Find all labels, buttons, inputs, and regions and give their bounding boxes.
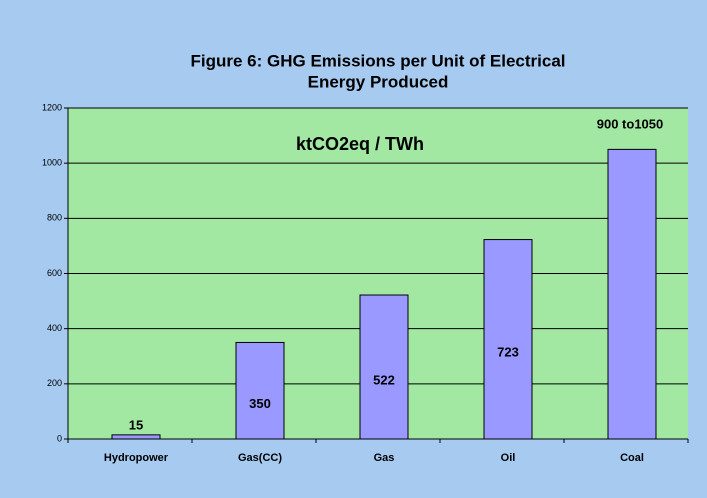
chart-title: Energy Produced bbox=[308, 72, 449, 91]
x-tick-label: Coal bbox=[620, 452, 644, 464]
annotation: ktCO2eq / TWh bbox=[296, 134, 424, 154]
chart-title: Figure 6: GHG Emissions per Unit of Elec… bbox=[190, 51, 565, 70]
value-label: 900 to1050 bbox=[597, 116, 664, 131]
bar bbox=[111, 434, 161, 440]
x-tick-label: Gas(CC) bbox=[238, 452, 282, 464]
y-tick-label: 1000 bbox=[42, 158, 62, 168]
bar bbox=[483, 239, 533, 440]
value-label: 522 bbox=[373, 372, 395, 387]
bar bbox=[607, 148, 657, 440]
y-tick-label: 1200 bbox=[42, 102, 62, 112]
bar bbox=[235, 341, 285, 440]
y-tick-label: 200 bbox=[47, 378, 62, 388]
value-label: 723 bbox=[497, 345, 519, 360]
y-tick-label: 800 bbox=[47, 213, 62, 223]
value-label: 350 bbox=[249, 396, 271, 411]
x-tick-label: Hydropower bbox=[104, 452, 169, 464]
x-tick-label: Gas bbox=[374, 452, 395, 464]
x-tick-label: Oil bbox=[501, 452, 516, 464]
y-tick-label: 600 bbox=[47, 268, 62, 278]
y-tick-label: 400 bbox=[47, 323, 62, 333]
y-tick-label: 0 bbox=[57, 433, 62, 443]
bar bbox=[359, 294, 409, 440]
value-label: 15 bbox=[129, 417, 143, 432]
